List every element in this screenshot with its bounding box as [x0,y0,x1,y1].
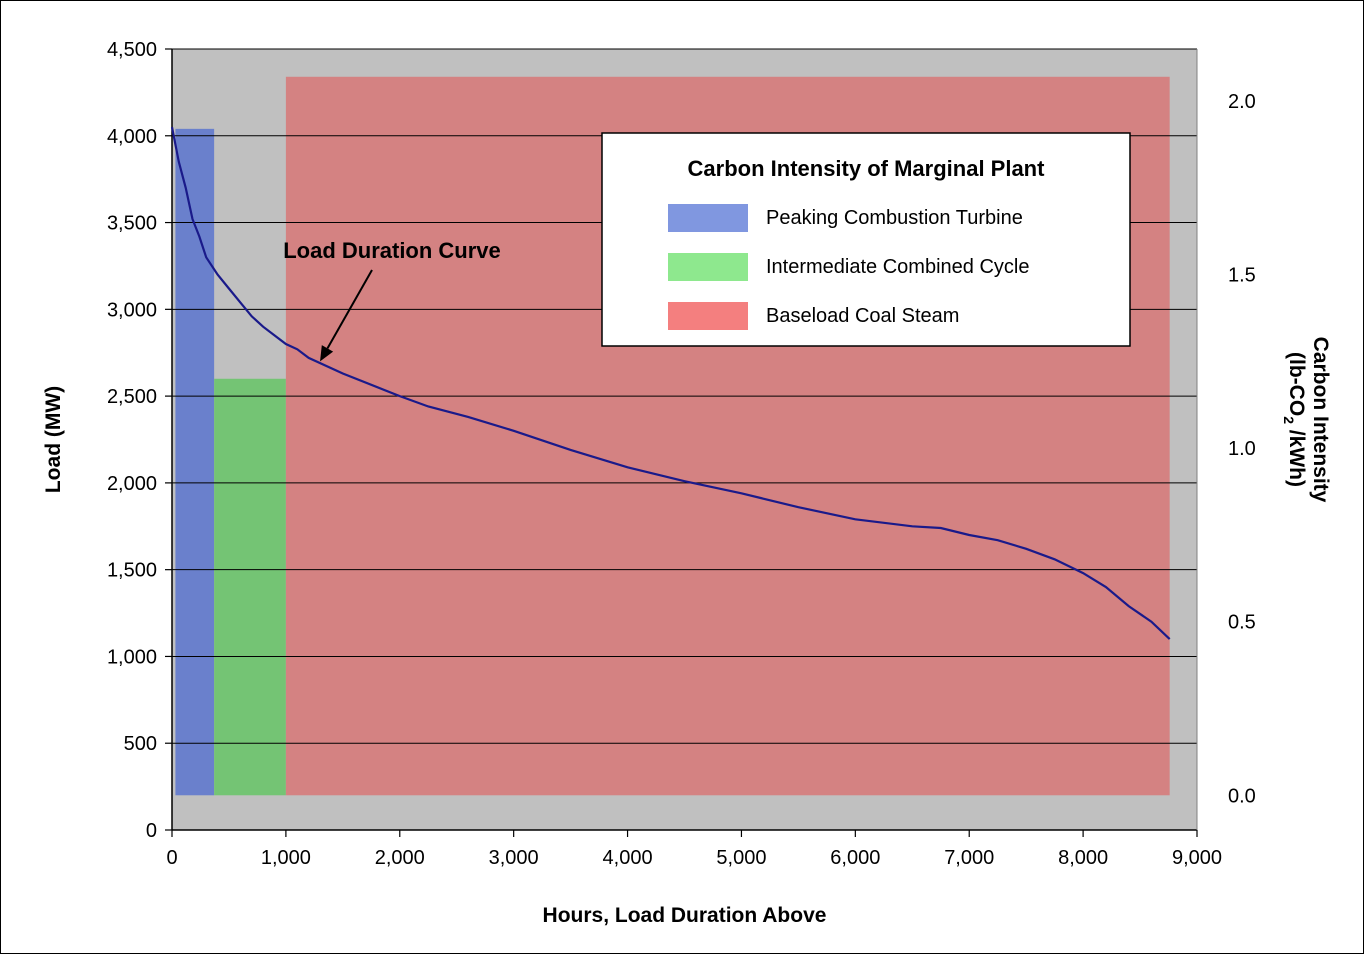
y-tick-label-1: 500 [124,733,157,755]
x-tick-label-9: 9,000 [1172,847,1222,869]
legend-title: Carbon Intensity of Marginal Plant [688,156,1046,181]
y-axis-label: Load (MW) [42,386,65,493]
y2-tick-label-2: 1.0 [1228,438,1256,460]
x-tick-labels: 0 1,000 2,000 3,000 4,000 5,000 6,000 7,000 8,00… [166,847,1222,869]
annotation: Load Duration Curve [283,238,501,362]
legend-swatch-2 [668,302,748,330]
legend-label-2: Baseload Coal Steam [766,305,959,327]
annotation-arrowhead [320,345,334,362]
x-tick-label-6: 6,000 [830,847,880,869]
legend-items: Peaking Combustion Turbine Intermediate C… [668,204,1029,330]
axes [165,48,1198,837]
y2-tick-label-4: 2.0 [1228,91,1256,113]
x-tick-label-4: 4,000 [603,847,653,869]
legend-swatch-0 [668,204,748,232]
x-tick-label-8: 8,000 [1058,847,1108,869]
y2-tick-labels: 0.0 0.5 1.0 1.5 2.0 [1228,91,1256,807]
y2-tick-label-0: 0.0 [1228,785,1256,807]
y2-axis-label-post: /kWh) [1285,424,1308,487]
y-tick-label-8: 4,000 [107,126,157,148]
y-tick-label-6: 3,000 [107,299,157,321]
bar-0 [175,128,215,796]
y-tick-label-5: 2,500 [107,386,157,408]
legend-swatch-1 [668,253,748,281]
x-tick-label-0: 0 [166,847,177,869]
x-tick-label-2: 2,000 [375,847,425,869]
y2-axis-label-pre: (lb-CO [1285,352,1308,416]
x-tick-label-3: 3,000 [489,847,539,869]
legend-label-1: Intermediate Combined Cycle [766,256,1029,278]
annotation-arrow [326,269,373,349]
y-tick-label-0: 0 [146,820,157,842]
series-line-load-duration-curve [170,126,1171,640]
y-tick-label-9: 4,500 [107,39,157,61]
x-axis-label: Hours, Load Duration Above [543,904,827,927]
x-tick-label-1: 1,000 [261,847,311,869]
annotation-label: Load Duration Curve [283,238,501,263]
y-tick-label-3: 1,500 [107,560,157,582]
y2-axis-label-subscript: 2 [1281,416,1297,424]
legend: Carbon Intensity of Marginal Plant Peaki… [601,132,1131,347]
y2-tick-label-1: 0.5 [1228,612,1256,634]
y-tick-labels: 0 500 1,000 1,500 2,000 2,500 3,000 3,500 4,000 4… [107,39,157,842]
bar-1 [214,378,286,796]
y2-tick-label-3: 1.5 [1228,265,1256,287]
y2-axis-label-line2: (lb-CO2 /kWh) [1281,352,1308,487]
y-tick-label-2: 1,000 [107,646,157,668]
y-tick-label-7: 3,500 [107,213,157,235]
x-tick-label-7: 7,000 [944,847,994,869]
legend-label-0: Peaking Combustion Turbine [766,207,1023,229]
x-tick-label-5: 5,000 [716,847,766,869]
y2-axis-label: Carbon Intensity (lb-CO2 /kWh) [1281,337,1332,503]
y-tick-label-4: 2,000 [107,473,157,495]
y2-axis-label-line1: Carbon Intensity [1309,337,1332,503]
